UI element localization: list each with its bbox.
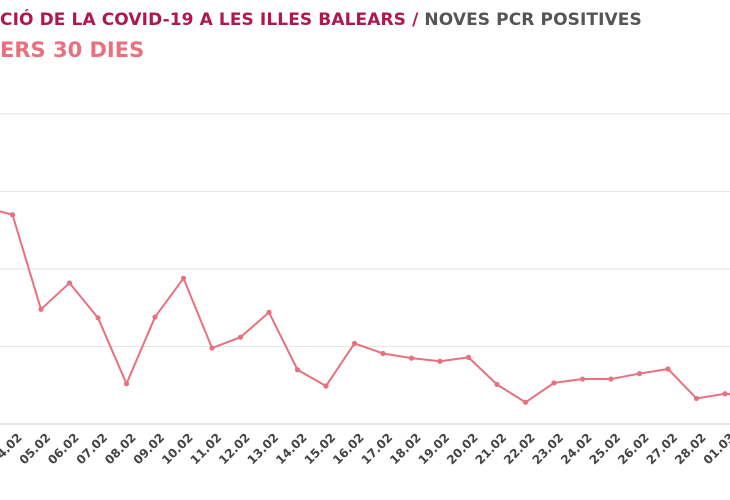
- chart-title-sub: NOVES PCR POSITIVES: [424, 10, 642, 30]
- chart-grid: [0, 113, 730, 425]
- x-tick-label: 17.02: [359, 430, 396, 467]
- x-axis-ticks: 04.0205.0206.0207.0208.0209.0210.0211.02…: [0, 430, 730, 467]
- chart-subtitle: ERS 30 DIES: [0, 38, 145, 62]
- data-point[interactable]: [323, 383, 329, 389]
- x-tick-label: 24.02: [558, 430, 595, 467]
- chart-points: [9, 212, 728, 405]
- x-tick-label: 08.02: [102, 430, 139, 467]
- x-tick-label: 11.02: [188, 430, 225, 467]
- x-tick-label: 27.02: [644, 430, 681, 467]
- series-line: [0, 210, 730, 404]
- x-tick-label: 14.02: [273, 430, 310, 467]
- x-tick-label: 15.02: [302, 430, 339, 467]
- data-point[interactable]: [9, 212, 16, 218]
- chart-title-main: CIÓ DE LA COVID-19 A LES ILLES BALEARS: [0, 10, 407, 30]
- x-tick-label: 18.02: [387, 430, 424, 467]
- data-point[interactable]: [294, 367, 301, 373]
- data-point[interactable]: [266, 309, 272, 315]
- x-tick-label: 25.02: [587, 430, 624, 467]
- data-point[interactable]: [437, 358, 443, 364]
- x-tick-label: 20.02: [444, 430, 481, 467]
- data-point[interactable]: [551, 380, 557, 386]
- x-tick-label: 09.02: [131, 430, 168, 467]
- x-tick-label: 19.02: [416, 430, 453, 467]
- data-point[interactable]: [380, 350, 386, 357]
- data-point[interactable]: [665, 366, 671, 372]
- chart-title-separator: /: [412, 10, 419, 30]
- data-point[interactable]: [209, 345, 215, 351]
- data-point[interactable]: [38, 306, 44, 312]
- data-point[interactable]: [465, 354, 472, 360]
- data-point[interactable]: [636, 371, 643, 377]
- x-tick-label: 10.02: [159, 430, 196, 467]
- x-tick-label: 22.02: [501, 430, 538, 467]
- chart-line-layer: [0, 210, 730, 404]
- x-tick-label: 23.02: [530, 430, 567, 467]
- chart-title: CIÓ DE LA COVID-19 A LES ILLES BALEARS /…: [0, 10, 642, 30]
- data-point[interactable]: [579, 376, 586, 382]
- data-point[interactable]: [522, 399, 529, 405]
- x-tick-label: 13.02: [245, 430, 282, 467]
- x-tick-label: 01.03: [701, 430, 730, 467]
- data-point[interactable]: [351, 340, 358, 346]
- x-tick-label: 07.02: [74, 430, 111, 467]
- x-tick-label: 21.02: [473, 430, 510, 467]
- data-point[interactable]: [237, 334, 244, 340]
- data-point[interactable]: [494, 381, 500, 388]
- data-point[interactable]: [608, 376, 614, 382]
- x-tick-label: 26.02: [615, 430, 652, 467]
- x-tick-label: 16.02: [330, 430, 367, 467]
- x-tick-label: 28.02: [672, 430, 709, 467]
- data-point[interactable]: [95, 315, 101, 321]
- data-point[interactable]: [180, 275, 187, 281]
- x-tick-label: 05.02: [17, 430, 54, 467]
- data-point[interactable]: [152, 314, 158, 320]
- data-point[interactable]: [693, 395, 700, 402]
- data-point[interactable]: [408, 355, 415, 361]
- data-point[interactable]: [722, 391, 728, 397]
- data-point[interactable]: [123, 381, 130, 387]
- x-tick-label: 06.02: [45, 430, 82, 467]
- x-tick-label: 12.02: [216, 430, 253, 467]
- data-point[interactable]: [66, 280, 73, 286]
